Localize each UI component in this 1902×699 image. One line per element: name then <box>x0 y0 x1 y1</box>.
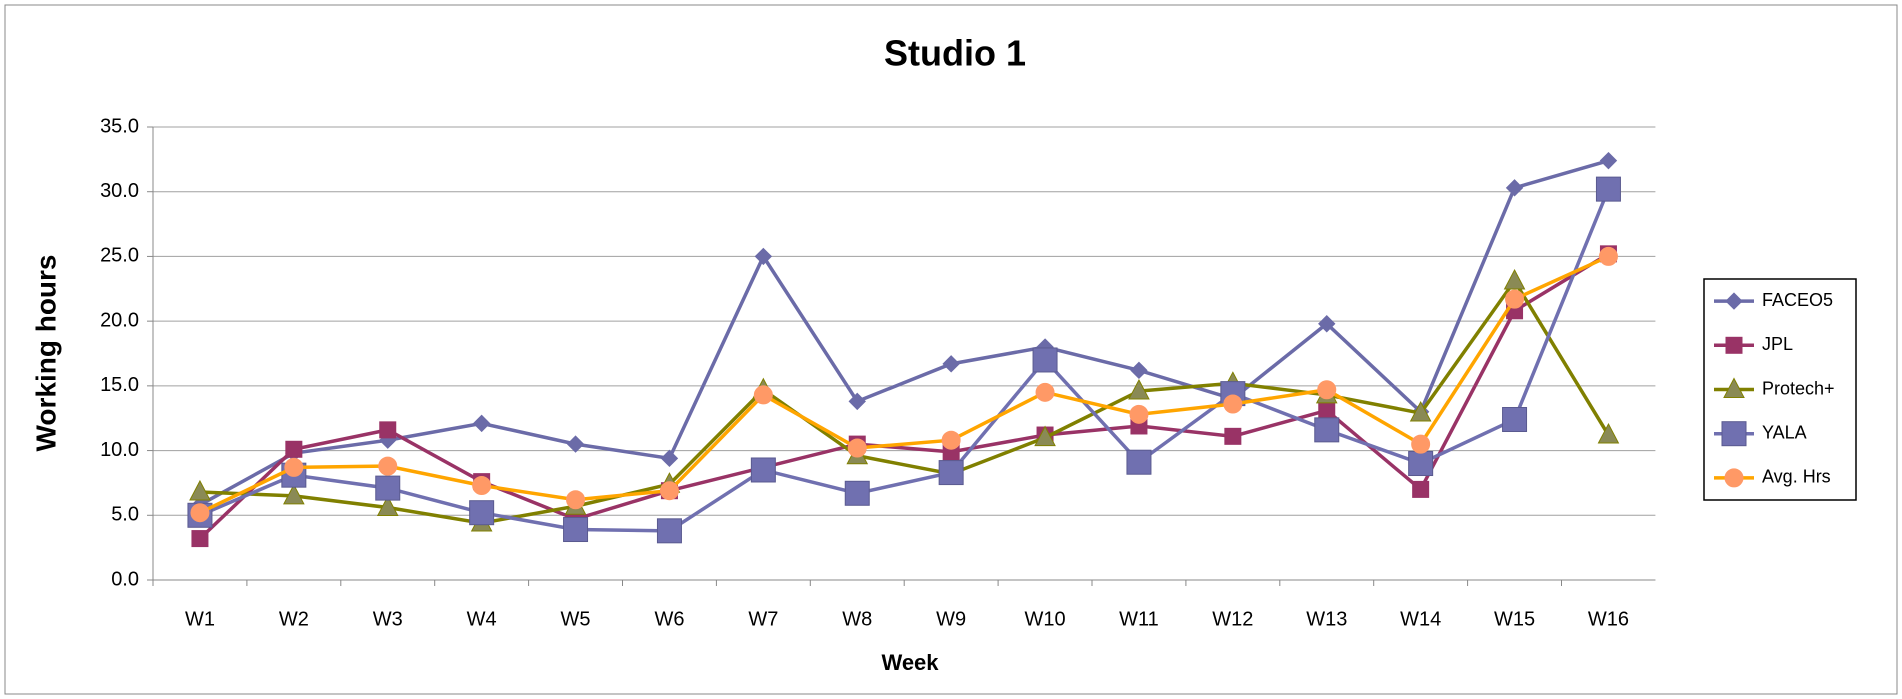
x-tick-label: W16 <box>1588 608 1629 630</box>
y-tick-label: 10.0 <box>100 439 139 461</box>
x-axis-label: Week <box>881 650 939 675</box>
x-tick-label: W6 <box>654 608 684 630</box>
data-point <box>1318 315 1336 333</box>
data-point <box>189 479 211 501</box>
data-point <box>1409 400 1432 422</box>
data-point <box>284 457 304 477</box>
legend-label: FACEO5 <box>1762 290 1833 310</box>
data-point <box>656 518 682 544</box>
data-point <box>750 457 776 483</box>
data-point <box>941 430 961 450</box>
data-point <box>1505 289 1525 309</box>
legend-marker <box>1725 292 1743 310</box>
data-point <box>378 456 398 476</box>
data-point <box>1224 427 1242 445</box>
data-point <box>1598 246 1618 266</box>
x-tick-label: W3 <box>373 608 403 630</box>
data-point <box>379 421 397 439</box>
x-tick-label: W9 <box>936 608 966 630</box>
data-point <box>938 460 964 486</box>
data-point <box>1595 176 1621 202</box>
data-point <box>563 517 589 543</box>
data-point <box>1597 422 1620 444</box>
x-tick-label: W2 <box>279 608 309 630</box>
data-point <box>285 440 303 458</box>
y-tick-label: 35.0 <box>100 115 139 137</box>
data-point <box>754 247 773 266</box>
data-point <box>1128 378 1150 400</box>
data-point <box>1034 425 1056 447</box>
data-point <box>1503 268 1526 290</box>
data-point <box>844 480 870 506</box>
x-tick-label: W5 <box>561 608 591 630</box>
data-point <box>375 475 401 501</box>
legend-label: Protech+ <box>1762 378 1835 398</box>
legend-marker <box>1723 377 1745 398</box>
x-tick-label: W11 <box>1119 608 1159 630</box>
data-point <box>566 490 586 510</box>
data-point <box>1505 179 1524 197</box>
data-point <box>1126 449 1152 475</box>
data-point <box>1502 407 1528 433</box>
data-point <box>1130 361 1148 380</box>
data-point <box>472 476 492 496</box>
y-tick-label: 30.0 <box>100 180 139 202</box>
x-tick-label: W8 <box>842 608 872 630</box>
legend-marker <box>1724 468 1744 488</box>
x-tick-label: W12 <box>1212 608 1253 630</box>
x-tick-label: W14 <box>1400 608 1441 630</box>
x-tick-label: W13 <box>1306 608 1347 630</box>
data-point <box>753 385 773 405</box>
data-point <box>190 503 210 523</box>
x-tick-label: W4 <box>467 608 497 630</box>
series-line <box>199 254 1610 515</box>
data-point <box>1411 434 1431 454</box>
legend-label: JPL <box>1762 334 1793 354</box>
chart-title: Studio 1 <box>884 33 1026 74</box>
data-point <box>659 481 679 501</box>
y-tick-label: 5.0 <box>111 504 139 526</box>
y-tick-label: 15.0 <box>100 374 139 396</box>
data-point <box>1318 401 1336 419</box>
data-point <box>1223 394 1243 414</box>
data-point <box>283 483 305 505</box>
y-tick-label: 25.0 <box>100 245 139 267</box>
x-tick-label: W10 <box>1024 608 1065 630</box>
series-line <box>199 158 1609 507</box>
series-line <box>198 252 1610 540</box>
data-point <box>191 530 209 548</box>
legend-label: Avg. Hrs <box>1762 467 1831 487</box>
data-point <box>1412 480 1430 498</box>
data-point <box>469 500 495 526</box>
y-axis-label: Working hours <box>30 254 61 451</box>
data-point <box>1599 151 1618 170</box>
legend-marker <box>1721 421 1747 447</box>
data-point <box>660 449 679 468</box>
x-tick-label: W1 <box>185 608 215 630</box>
data-point <box>1408 451 1434 477</box>
data-point <box>566 435 585 453</box>
data-point <box>1314 417 1340 443</box>
series-line <box>199 188 1611 533</box>
series-line <box>199 277 1610 525</box>
data-point <box>942 355 960 373</box>
legend-marker <box>1725 336 1743 354</box>
data-point <box>1032 347 1058 373</box>
data-point <box>1129 404 1149 424</box>
chart-border <box>4 4 1898 695</box>
y-tick-label: 20.0 <box>100 309 139 331</box>
legend-label: YALA <box>1762 422 1807 442</box>
x-tick-label: W7 <box>748 608 778 630</box>
data-point <box>376 495 399 517</box>
data-point <box>847 438 867 458</box>
x-tick-label: W15 <box>1494 608 1535 630</box>
y-tick-label: 0.0 <box>111 568 139 590</box>
data-point <box>848 392 866 411</box>
data-point <box>1317 380 1337 400</box>
data-point <box>472 414 491 433</box>
data-point <box>1035 382 1055 402</box>
